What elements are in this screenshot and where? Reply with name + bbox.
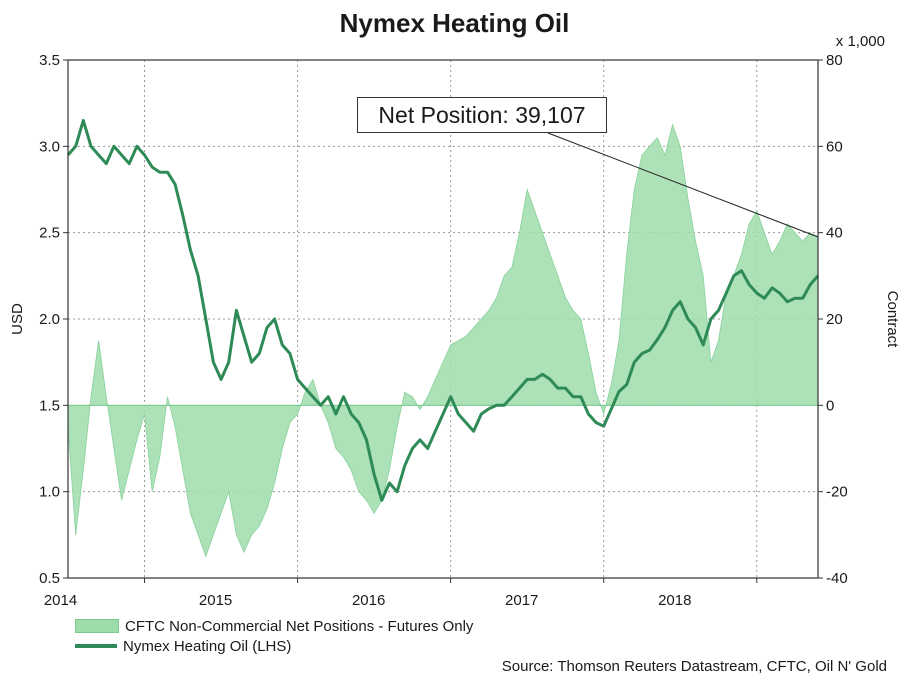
tick-label-right: 80 <box>826 52 843 69</box>
legend-item-heating-oil: Nymex Heating Oil (LHS) <box>75 636 291 656</box>
tick-label-x: 2015 <box>199 592 232 609</box>
callout-leader-line <box>547 132 819 238</box>
tick-label-left: 0.5 <box>39 570 60 587</box>
series-area-net-positions <box>67 123 819 558</box>
legend-label-heating-oil: Nymex Heating Oil (LHS) <box>123 637 292 655</box>
tick-label-left: 3.0 <box>39 138 60 155</box>
y-axis-title-right: Contract <box>884 291 901 349</box>
tick-label-right: 60 <box>826 138 843 155</box>
tick-label-x: 2018 <box>658 592 691 609</box>
tick-label-left: 2.0 <box>39 311 60 328</box>
y-axis-title-left: USD <box>9 303 26 335</box>
tick-label-left: 1.0 <box>39 484 60 501</box>
chart-title: Nymex Heating Oil <box>339 8 570 38</box>
legend-swatch-area <box>75 619 119 633</box>
net-position-callout: Net Position: 39,107 <box>357 97 607 133</box>
right-axis-unit: x 1,000 <box>836 33 885 50</box>
tick-label-x: 2017 <box>505 592 538 609</box>
tick-label-right: -20 <box>826 484 848 501</box>
tick-label-left: 1.5 <box>39 397 60 414</box>
series-line-heating-oil <box>66 118 820 502</box>
legend-swatch-line <box>75 644 117 648</box>
legend-item-net-positions: CFTC Non-Commercial Net Positions - Futu… <box>75 616 473 636</box>
tick-label-right: 20 <box>826 311 843 328</box>
tick-label-right: 0 <box>826 397 834 414</box>
legend-label-net-positions: CFTC Non-Commercial Net Positions - Futu… <box>125 617 474 635</box>
tick-label-right: 40 <box>826 225 843 242</box>
source-note: Source: Thomson Reuters Datastream, CFTC… <box>501 658 887 675</box>
tick-label-left: 2.5 <box>39 225 60 242</box>
tick-label-left: 3.5 <box>39 52 60 69</box>
tick-label-x: 2014 <box>44 592 77 609</box>
tick-label-right: -40 <box>826 570 848 587</box>
tick-label-x: 2016 <box>352 592 385 609</box>
